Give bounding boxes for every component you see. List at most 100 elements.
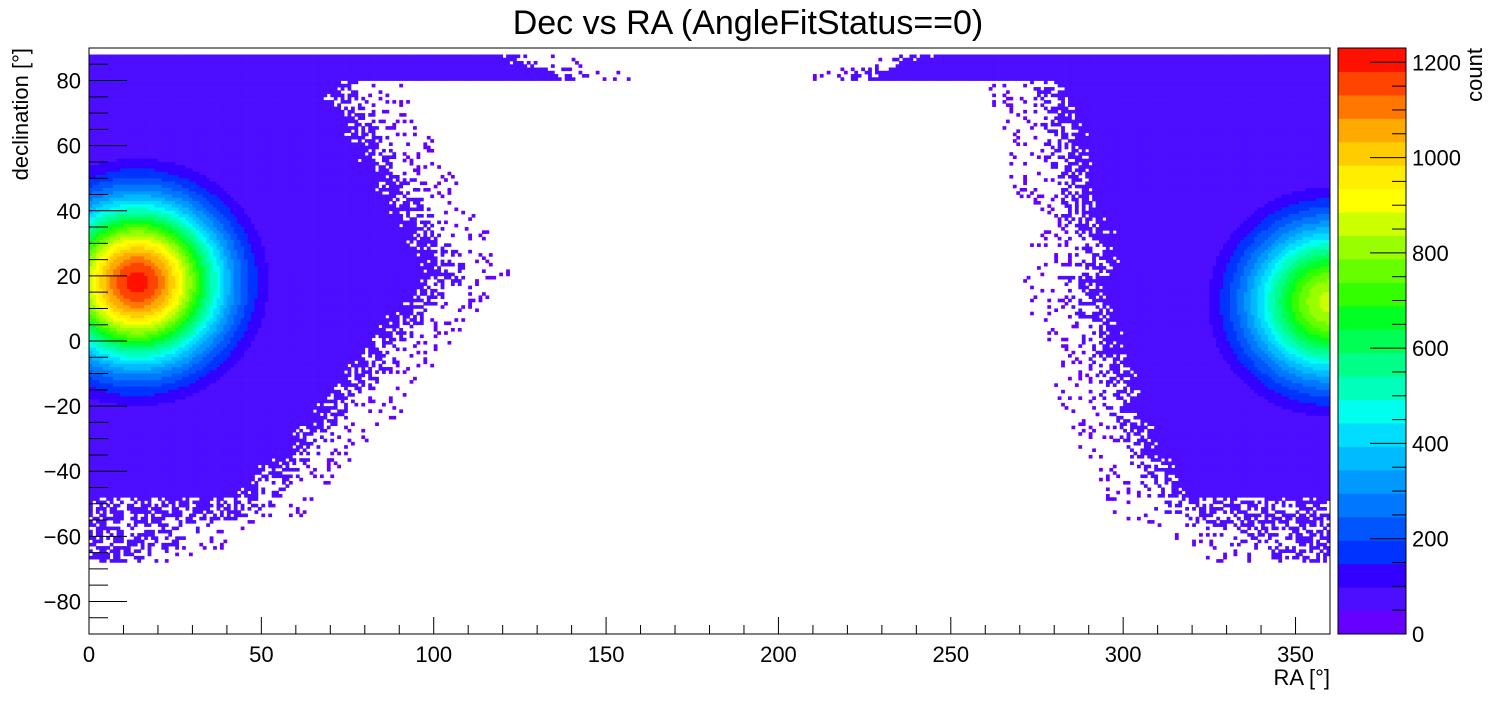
heatmap-cell [1044, 68, 1048, 72]
heatmap-cell [971, 68, 975, 72]
heatmap-cell [537, 68, 541, 72]
heatmap-cell [479, 64, 483, 68]
heatmap-cell [261, 123, 265, 127]
heatmap-cell [1247, 100, 1251, 104]
heatmap-cell [1268, 87, 1272, 91]
heatmap-cell [268, 94, 272, 98]
heatmap-cell [334, 84, 338, 88]
heatmap-cell [1292, 81, 1296, 85]
heatmap-cell [1316, 120, 1320, 124]
heatmap-cell [244, 129, 248, 133]
heatmap-cell [441, 64, 445, 68]
heatmap-cell [1306, 77, 1310, 81]
heatmap-cell [155, 100, 159, 104]
heatmap-cell [261, 100, 265, 104]
heatmap-cell [1313, 103, 1317, 107]
heatmap-cell [1044, 58, 1048, 62]
heatmap-cell [1171, 103, 1175, 107]
heatmap-cell [1089, 87, 1093, 91]
heatmap-cell [1220, 58, 1224, 62]
heatmap-cell [1206, 84, 1210, 88]
heatmap-cell [258, 136, 262, 140]
heatmap-cell [323, 74, 327, 78]
heatmap-cell [165, 133, 169, 137]
heatmap-cell [1140, 100, 1144, 104]
heatmap-cell [210, 90, 214, 94]
heatmap-cell [241, 100, 245, 104]
heatmap-cell [134, 84, 138, 88]
heatmap-cell [906, 71, 910, 75]
heatmap-cell [141, 103, 145, 107]
heatmap-cell [1171, 64, 1175, 68]
heatmap-cell [1213, 126, 1217, 130]
heatmap-cell [323, 87, 327, 91]
heatmap-cell [1061, 110, 1065, 114]
heatmap-cell [1275, 126, 1279, 130]
heatmap-cell [230, 123, 234, 127]
heatmap-cell [155, 133, 159, 137]
heatmap-cell [1116, 110, 1120, 114]
heatmap-cell [530, 77, 534, 81]
heatmap-cell [354, 113, 358, 117]
heatmap-cell [1309, 74, 1313, 78]
heatmap-cell [292, 90, 296, 94]
heatmap-cell [1251, 97, 1255, 101]
heatmap-cell [292, 81, 296, 85]
heatmap-cell [261, 129, 265, 133]
heatmap-cell [96, 100, 100, 104]
heatmap-cell [903, 61, 907, 65]
heatmap-cell [172, 103, 176, 107]
heatmap-cell [330, 116, 334, 120]
heatmap-cell [158, 120, 162, 124]
heatmap-cell [217, 97, 221, 101]
heatmap-cell [913, 55, 917, 59]
heatmap-cell [1282, 58, 1286, 62]
heatmap-cell [444, 55, 448, 59]
heatmap-cell [368, 94, 372, 98]
heatmap-cell [1134, 94, 1138, 98]
heatmap-cell [1065, 110, 1069, 114]
heatmap-cell [1302, 94, 1306, 98]
heatmap-cell [965, 68, 969, 72]
heatmap-cell [1006, 103, 1010, 107]
heatmap-cell [1313, 55, 1317, 59]
heatmap-cell [206, 97, 210, 101]
heatmap-cell [175, 123, 179, 127]
heatmap-cell [1016, 68, 1020, 72]
heatmap-cell [1175, 116, 1179, 120]
heatmap-cell [1275, 110, 1279, 114]
heatmap-cell [341, 55, 345, 59]
heatmap-cell [196, 61, 200, 65]
heatmap-cell [1271, 77, 1275, 81]
heatmap-cell [1134, 81, 1138, 85]
heatmap-cell [310, 113, 314, 117]
heatmap-cell [1127, 87, 1131, 91]
heatmap-cell [110, 126, 114, 130]
heatmap-cell [903, 74, 907, 78]
heatmap-cell [296, 68, 300, 72]
heatmap-cell [1168, 58, 1172, 62]
heatmap-cell [282, 84, 286, 88]
heatmap-cell [930, 64, 934, 68]
heatmap-cell [296, 71, 300, 75]
heatmap-cell [1123, 103, 1127, 107]
heatmap-cell [289, 90, 293, 94]
heatmap-cell [1065, 94, 1069, 98]
heatmap-cell [1120, 58, 1124, 62]
heatmap-cell [1292, 55, 1296, 59]
heatmap-cell [1058, 68, 1062, 72]
heatmap-cell [203, 116, 207, 120]
heatmap-cell [230, 107, 234, 111]
heatmap-cell [448, 77, 452, 81]
heatmap-cell [1299, 81, 1303, 85]
heatmap-cell [127, 100, 131, 104]
heatmap-cell [341, 87, 345, 91]
heatmap-cell [230, 71, 234, 75]
heatmap-cell [223, 100, 227, 104]
heatmap-cell [1251, 94, 1255, 98]
heatmap-cell [1323, 120, 1327, 124]
heatmap-cell [334, 116, 338, 120]
heatmap-cell [113, 74, 117, 78]
heatmap-cell [213, 120, 217, 124]
heatmap-cell [1265, 64, 1269, 68]
